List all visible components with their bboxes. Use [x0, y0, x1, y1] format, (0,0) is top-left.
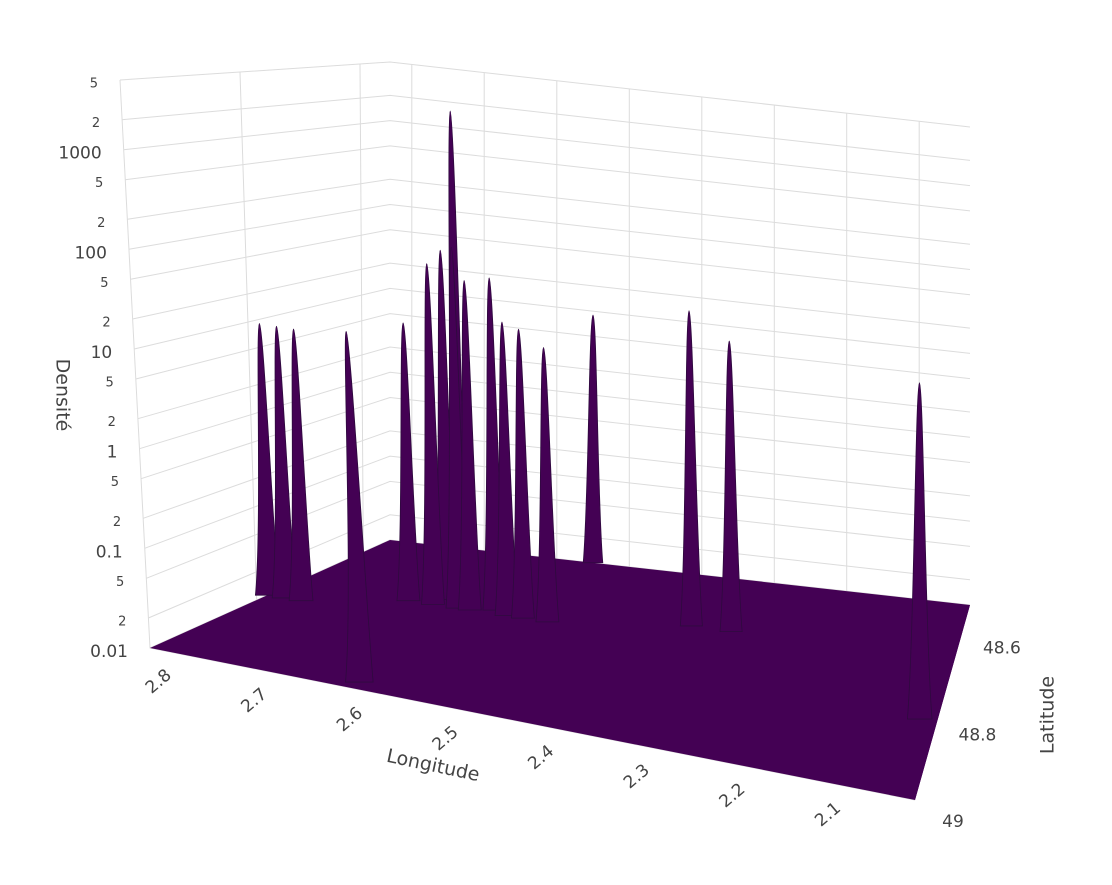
x-axis-title: Longitude: [385, 745, 482, 786]
density-peak: [906, 382, 933, 720]
density-peak: [271, 325, 297, 599]
z-tick-label: 5: [90, 77, 98, 92]
x-tick-label: 2.7: [238, 684, 272, 717]
x-tick-label: 2.5: [429, 722, 463, 755]
density-peak: [679, 310, 703, 627]
density-peak: [421, 263, 445, 605]
density-peak: [344, 330, 374, 683]
grid-line: [143, 430, 971, 519]
z-tick-label: 2: [92, 116, 100, 131]
grid-line: [144, 455, 971, 549]
density-peak: [457, 280, 482, 611]
density-peak: [719, 340, 743, 633]
density-peak: [582, 314, 604, 564]
y-tick-label: 49: [942, 812, 964, 832]
density-peak: [535, 347, 560, 623]
grid-line: [128, 203, 971, 270]
z-axis-title: Densité: [52, 359, 74, 432]
grid-line: [127, 178, 971, 245]
z-tick-label: 5: [116, 575, 124, 590]
grid-line: [123, 120, 971, 187]
z-tick-label: 10: [91, 343, 113, 363]
x-tick-label: 2.4: [524, 741, 558, 774]
grid-line: [146, 480, 971, 579]
density-peak: [396, 322, 421, 602]
grid-line: [137, 346, 971, 420]
z-tick-label: 1000: [58, 144, 101, 164]
grid-line: [122, 94, 971, 161]
z-tick-label: 0.1: [96, 542, 123, 562]
grid-line: [139, 371, 971, 450]
z-tick-label: 1: [107, 443, 118, 463]
x-tick-label: 2.3: [620, 760, 654, 793]
z-tick-label: 5: [95, 176, 103, 191]
x-tick-label: 2.2: [716, 779, 750, 812]
grid-line: [130, 229, 971, 296]
y-axis-title: Latitude: [1037, 676, 1059, 754]
z-tick-label: 5: [111, 475, 119, 490]
z-tick-label: 2: [113, 515, 121, 530]
z-tick-label: 5: [106, 376, 114, 391]
z-tick-label: 2: [108, 415, 116, 430]
grid-line: [135, 313, 971, 380]
z-tick-label: 100: [74, 243, 106, 263]
y-tick-label: 48.6: [983, 639, 1021, 659]
x-tick-label: 2.8: [142, 665, 176, 698]
grid-line: [140, 396, 971, 480]
grid-line: [125, 145, 971, 212]
grid-line: [132, 262, 971, 329]
z-tick-label: 0.01: [90, 642, 128, 662]
density-peak: [288, 328, 314, 602]
x-tick-label: 2.1: [811, 798, 845, 831]
grid-line: [134, 287, 971, 354]
grid-line: [119, 61, 971, 128]
density-peak: [254, 323, 280, 596]
density-peak: [510, 328, 535, 619]
z-tick-label: 2: [118, 614, 126, 629]
grid-line: [148, 514, 971, 619]
density-peak: [494, 321, 519, 617]
y-tick-label: 48.8: [959, 725, 997, 745]
z-tick-label: 2: [97, 216, 105, 231]
x-tick-label: 2.6: [333, 703, 367, 736]
z-tick-label: 2: [102, 315, 110, 330]
z-tick-label: 5: [100, 276, 108, 291]
